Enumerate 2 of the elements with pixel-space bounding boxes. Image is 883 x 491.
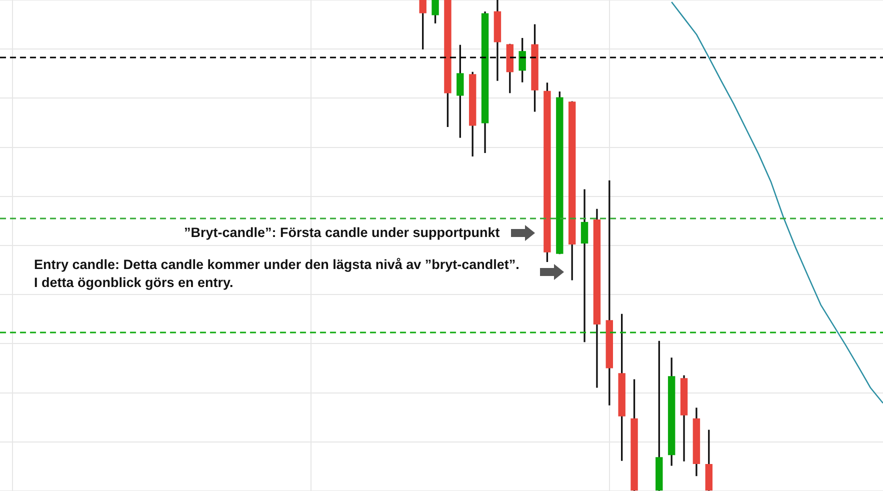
annotation: Entry candle: Detta candle kommer under den lägsta nivå av ”bryt-candlet”. I detta ögonblick görs en entry. bbox=[34, 256, 520, 292]
annotation: ”Bryt-candle”: Första candle under supportpunkt bbox=[184, 224, 500, 242]
